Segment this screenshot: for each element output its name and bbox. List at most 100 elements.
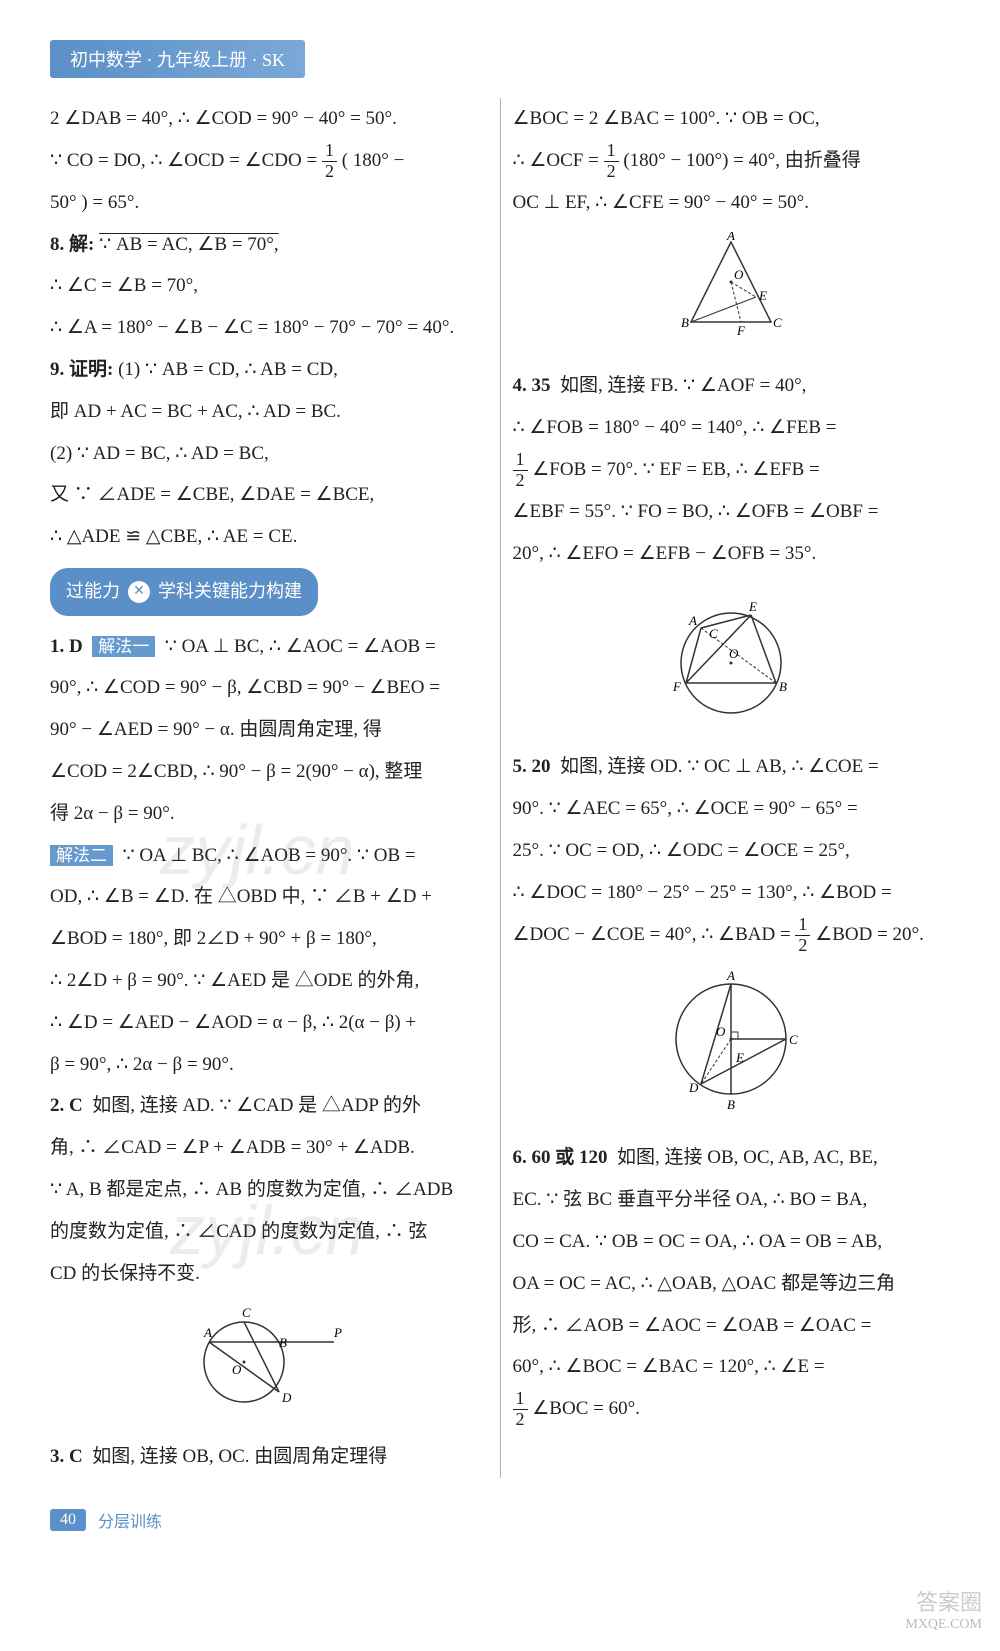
text: 如图, 连接 FB. ∵ ∠AOF = 40°, [560, 375, 806, 396]
text: (2) ∵ AD = BC, ∴ AD = BC, [50, 443, 269, 464]
method-label: 解法二 [50, 845, 113, 866]
figure-q2: C A P O B D [50, 1302, 488, 1428]
text: ∠BOD = 180°, 即 2∠D + 90° + β = 180°, [50, 928, 377, 949]
page-container: 初中数学 · 九年级上册 · SK 2 ∠DAB = 40°, ∴ ∠COD =… [0, 0, 1000, 1651]
fraction: 12 [604, 141, 619, 182]
answer: 1. D [50, 636, 83, 657]
svg-text:B: B [681, 315, 689, 330]
corner-watermark: 答案圈 MXQE.COM [905, 1585, 982, 1633]
figure-q4: E A C O F B [513, 583, 951, 739]
svg-text:E: E [748, 599, 757, 614]
fraction: 12 [513, 1389, 528, 1430]
badge-right: 学科关键能力构建 [158, 572, 302, 612]
text: 的度数为定值, ∴ ∠CAD 的度数为定值, ∴ 弦 [50, 1221, 427, 1242]
answer: 6. 60 或 120 [513, 1147, 608, 1168]
text: ∴ 2∠D + β = 90°. ∵ ∠AED 是 △ODE 的外角, [50, 970, 419, 991]
text: 形, ∴ ∠AOB = ∠AOC = ∠OAB = ∠OAC = [513, 1315, 872, 1336]
text: 50° ) = 65°. [50, 192, 139, 213]
text: 60°, ∴ ∠BOC = ∠BAC = 120°, ∴ ∠E = [513, 1356, 825, 1377]
text: ∠EBF = 55°. ∵ FO = BO, ∴ ∠OFB = ∠OBF = [513, 501, 879, 522]
problem-head: 8. 解: [50, 234, 94, 255]
q2: 2. C 如图, 连接 AD. ∵ ∠CAD 是 △ADP 的外 角, ∴ ∠C… [50, 1085, 488, 1294]
section-badge: 过能力 ✕ 学科关键能力构建 [50, 568, 318, 616]
svg-text:C: C [773, 315, 782, 330]
text: (1) ∵ AB = CD, ∴ AB = CD, [118, 359, 338, 380]
text: 角, ∴ ∠CAD = ∠P + ∠ADB = 30° + ∠ADB. [50, 1137, 415, 1158]
text: ∵ OA ⊥ BC, ∴ ∠AOC = ∠AOB = [165, 636, 436, 657]
svg-text:A: A [726, 232, 735, 243]
svg-text:D: D [281, 1390, 292, 1405]
text: 如图, 连接 OD. ∵ OC ⊥ AB, ∴ ∠COE = [560, 756, 879, 777]
svg-text:D: D [688, 1080, 699, 1095]
text: ∵ OA ⊥ BC, ∴ ∠AOB = 90°. ∵ OB = [123, 845, 416, 866]
svg-text:E: E [758, 288, 767, 303]
text: ( 180° − [342, 150, 405, 171]
q6: 6. 60 或 120 如图, 连接 OB, OC, AB, AC, BE, E… [513, 1137, 951, 1430]
text: 2 ∠DAB = 40°, ∴ ∠COD = 90° − 40° = 50°. [50, 108, 397, 129]
svg-text:B: B [779, 679, 787, 694]
text: ∠BOC = 2 ∠BAC = 100°. ∵ OB = OC, [513, 108, 820, 129]
text: CD 的长保持不变. [50, 1263, 200, 1284]
p8: 8. 解: ∵ AB = AC, ∠B = 70°, ∴ ∠C = ∠B = 7… [50, 224, 488, 349]
footer-label: 分层训练 [98, 1508, 162, 1532]
answer: 5. 20 [513, 756, 551, 777]
svg-text:F: F [736, 323, 746, 338]
svg-text:F: F [672, 679, 682, 694]
text: 90°, ∴ ∠COD = 90° − β, ∠CBD = 90° − ∠BEO… [50, 677, 440, 698]
text: ∴ ∠D = ∠AED − ∠AOD = α − β, ∴ 2(α − β) + [50, 1012, 416, 1033]
q5: 5. 20 如图, 连接 OD. ∵ OC ⊥ AB, ∴ ∠COE = 90°… [513, 746, 951, 955]
content-columns: 2 ∠DAB = 40°, ∴ ∠COD = 90° − 40° = 50°. … [50, 98, 950, 1478]
text: β = 90°, ∴ 2α − β = 90°. [50, 1054, 234, 1075]
text: (180° − 100°) = 40°, 由折叠得 [623, 150, 860, 171]
svg-text:O: O [232, 1362, 242, 1377]
answer: 2. C [50, 1095, 83, 1116]
text: ∵ AB = AC, ∠B = 70°, [99, 234, 279, 255]
page-number: 40 [50, 1509, 86, 1531]
badge-icon: ✕ [128, 581, 150, 603]
svg-text:O: O [734, 267, 744, 282]
q3: 3. C 如图, 连接 OB, OC. 由圆周角定理得 [50, 1436, 488, 1478]
svg-text:C: C [789, 1032, 798, 1047]
svg-text:O: O [729, 646, 739, 661]
text: ∴ △ADE ≌ △CBE, ∴ AE = CE. [50, 526, 297, 547]
fraction: 12 [322, 141, 337, 182]
page-header: 初中数学 · 九年级上册 · SK [50, 40, 305, 78]
text: ∠DOC − ∠COE = 40°, ∴ ∠BAD = [513, 924, 796, 945]
text: 如图, 连接 AD. ∵ ∠CAD 是 △ADP 的外 [92, 1095, 421, 1116]
method-label: 解法一 [92, 636, 155, 657]
text: 20°, ∴ ∠EFO = ∠EFB − ∠OFB = 35°. [513, 543, 817, 564]
q4: 4. 35 如图, 连接 FB. ∵ ∠AOF = 40°, ∴ ∠FOB = … [513, 365, 951, 574]
text: ∵ CO = DO, ∴ ∠OCD = ∠CDO = [50, 150, 322, 171]
q1: 1. D 解法一 ∵ OA ⊥ BC, ∴ ∠AOC = ∠AOB = 90°,… [50, 626, 488, 1086]
text: OD, ∴ ∠B = ∠D. 在 △OBD 中, ∵ ∠B + ∠D + [50, 886, 432, 907]
text: 如图, 连接 OB, OC, AB, AC, BE, [617, 1147, 878, 1168]
fraction: 12 [513, 450, 528, 491]
page-footer: 40 分层训练 [50, 1508, 950, 1532]
svg-text:A: A [726, 968, 735, 983]
left-column: 2 ∠DAB = 40°, ∴ ∠COD = 90° − 40° = 50°. … [50, 98, 501, 1478]
badge-left: 过能力 [66, 572, 120, 612]
text: ∠FOB = 70°. ∵ EF = EB, ∴ ∠EFB = [532, 459, 820, 480]
corner-text-1: 答案圈 [905, 1585, 982, 1617]
text: OA = OC = AC, ∴ △OAB, △OAC 都是等边三角 [513, 1273, 896, 1294]
answer: 4. 35 [513, 375, 551, 396]
svg-text:C: C [242, 1305, 251, 1320]
problem-head: 9. 证明: [50, 359, 113, 380]
text: EC. ∵ 弦 BC 垂直平分半径 OA, ∴ BO = BA, [513, 1189, 868, 1210]
r1: ∠BOC = 2 ∠BAC = 100°. ∵ OB = OC, ∴ ∠OCF … [513, 98, 951, 224]
svg-text:C: C [709, 626, 718, 641]
text: 又 ∵ ∠ADE = ∠CBE, ∠DAE = ∠BCE, [50, 484, 374, 505]
text: 如图, 连接 OB, OC. 由圆周角定理得 [92, 1446, 387, 1467]
figure-q5: A O C E D B [513, 964, 951, 1130]
p7: 2 ∠DAB = 40°, ∴ ∠COD = 90° − 40° = 50°. … [50, 98, 488, 224]
svg-text:P: P [333, 1325, 342, 1340]
svg-text:B: B [727, 1097, 735, 1112]
svg-text:B: B [279, 1335, 287, 1350]
corner-text-2: MXQE.COM [905, 1617, 982, 1633]
header-title: 初中数学 · 九年级上册 · SK [70, 50, 285, 70]
svg-text:E: E [735, 1050, 744, 1065]
text: ∴ ∠FOB = 180° − 40° = 140°, ∴ ∠FEB = [513, 417, 837, 438]
text: CO = CA. ∵ OB = OC = OA, ∴ OA = OB = AB, [513, 1231, 883, 1252]
text: ∴ ∠C = ∠B = 70°, [50, 275, 198, 296]
text: 90°. ∵ ∠AEC = 65°, ∴ ∠OCE = 90° − 65° = [513, 798, 858, 819]
